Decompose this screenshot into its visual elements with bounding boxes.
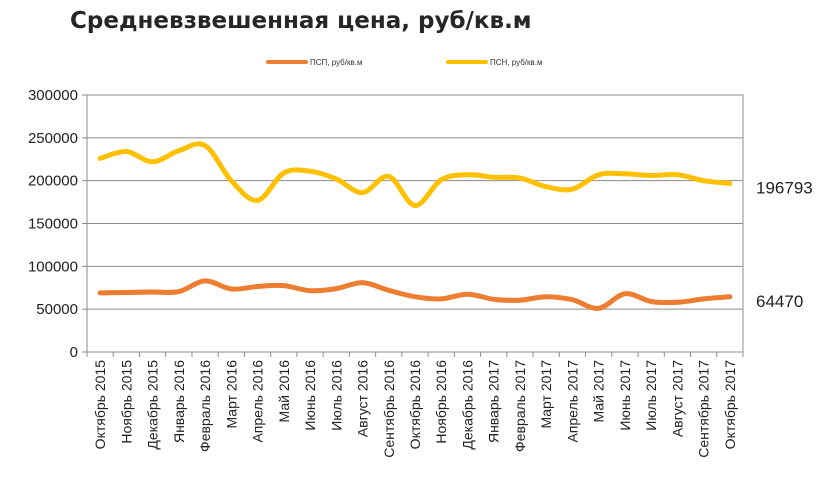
data-point [282, 171, 286, 175]
x-tick-label: Март 2016 [223, 360, 239, 429]
x-tick-label: Октябрь 2016 [407, 360, 423, 450]
data-point [151, 290, 155, 294]
data-point [308, 289, 312, 293]
data-point [728, 181, 732, 185]
legend: ПСП, руб/кв.м ПСН, руб/кв.м [266, 58, 542, 67]
data-point [413, 295, 417, 299]
data-point [623, 292, 627, 296]
data-point [597, 306, 601, 310]
data-point [98, 291, 102, 295]
data-point [492, 297, 496, 301]
data-point [308, 169, 312, 173]
x-tick-label: Ноябрь 2016 [433, 360, 449, 444]
x-tick-label: Сентябрь 2017 [696, 360, 712, 458]
x-tick-label: Апрель 2016 [250, 360, 266, 443]
chart-title: Средневзвешенная цена, руб/кв.м [70, 8, 532, 34]
data-point [387, 288, 391, 292]
data-point [151, 160, 155, 164]
data-point [256, 198, 260, 202]
data-point [124, 150, 128, 154]
data-point [465, 173, 469, 177]
data-point [229, 179, 233, 183]
x-tick-label: Апрель 2017 [564, 360, 580, 443]
x-tick-label: Январь 2017 [486, 360, 502, 443]
series-lines [97, 141, 733, 311]
x-tick-label: Июль 2017 [643, 360, 659, 431]
y-tick-label: 50000 [36, 301, 78, 318]
y-tick-label: 100000 [28, 258, 78, 275]
series-line [97, 278, 733, 311]
data-point [675, 173, 679, 177]
legend-label: ПСП, руб/кв.м [310, 58, 362, 67]
data-point [334, 287, 338, 291]
data-point [334, 177, 338, 181]
x-tick-label: Октябрь 2017 [722, 360, 738, 450]
data-point [623, 172, 627, 176]
data-point [702, 297, 706, 301]
x-tick-label: Июль 2016 [328, 360, 344, 431]
x-tick-label: Август 2016 [355, 360, 371, 437]
data-point [518, 298, 522, 302]
x-tick-label: Февраль 2016 [197, 360, 213, 452]
x-tick-label: Ноябрь 2015 [118, 360, 134, 444]
end-value-label: 196793 [756, 178, 813, 197]
series-line [97, 141, 733, 208]
x-tick-label: Июнь 2016 [302, 360, 318, 431]
data-point [361, 191, 365, 195]
data-point [203, 279, 207, 283]
data-point [702, 179, 706, 183]
end-value-label: 64470 [756, 292, 803, 311]
data-point [597, 173, 601, 177]
data-point [256, 284, 260, 288]
x-tick-label: Февраль 2017 [512, 360, 528, 452]
x-axis: Октябрь 2015 Ноябрь 2015 Декабрь 2015 Январ… [86, 352, 744, 458]
data-point [413, 204, 417, 208]
grid [86, 94, 744, 353]
x-tick-label: Октябрь 2015 [92, 360, 108, 450]
legend-label: ПСН, руб/кв.м [490, 58, 542, 67]
data-point [649, 174, 653, 178]
end-labels: 64470 196793 [756, 178, 813, 310]
y-tick-label: 250000 [28, 130, 78, 147]
y-tick-label: 200000 [28, 173, 78, 190]
x-tick-label: Май 2017 [591, 360, 607, 423]
x-tick-label: Сентябрь 2016 [381, 360, 397, 458]
x-tick-label: Май 2016 [276, 360, 292, 423]
data-point [570, 298, 574, 302]
data-point [649, 299, 653, 303]
data-point [282, 284, 286, 288]
data-point [98, 156, 102, 160]
data-point [387, 174, 391, 178]
x-tick-label: Июнь 2017 [617, 360, 633, 431]
data-point [544, 185, 548, 189]
data-point [361, 281, 365, 285]
data-point [177, 290, 181, 294]
x-tick-label: Март 2017 [538, 360, 554, 429]
data-point [124, 290, 128, 294]
data-point [439, 178, 443, 182]
y-tick-label: 300000 [28, 87, 78, 104]
data-point [229, 287, 233, 291]
x-tick-label: Декабрь 2016 [459, 360, 475, 450]
y-axis: 0 50000 100000 150000 200000 250000 300000 [28, 87, 87, 361]
data-point [492, 175, 496, 179]
data-point [203, 144, 207, 148]
data-point [728, 295, 732, 299]
x-tick-label: Декабрь 2015 [145, 360, 161, 450]
x-tick-label: Январь 2016 [171, 360, 187, 443]
data-point [465, 292, 469, 296]
data-point [570, 187, 574, 191]
data-point [675, 300, 679, 304]
y-tick-label: 0 [70, 344, 78, 361]
data-point [544, 295, 548, 299]
data-point [177, 149, 181, 153]
data-point [518, 176, 522, 180]
y-tick-label: 150000 [28, 216, 78, 233]
x-tick-label: Август 2017 [669, 360, 685, 437]
data-point [439, 297, 443, 301]
